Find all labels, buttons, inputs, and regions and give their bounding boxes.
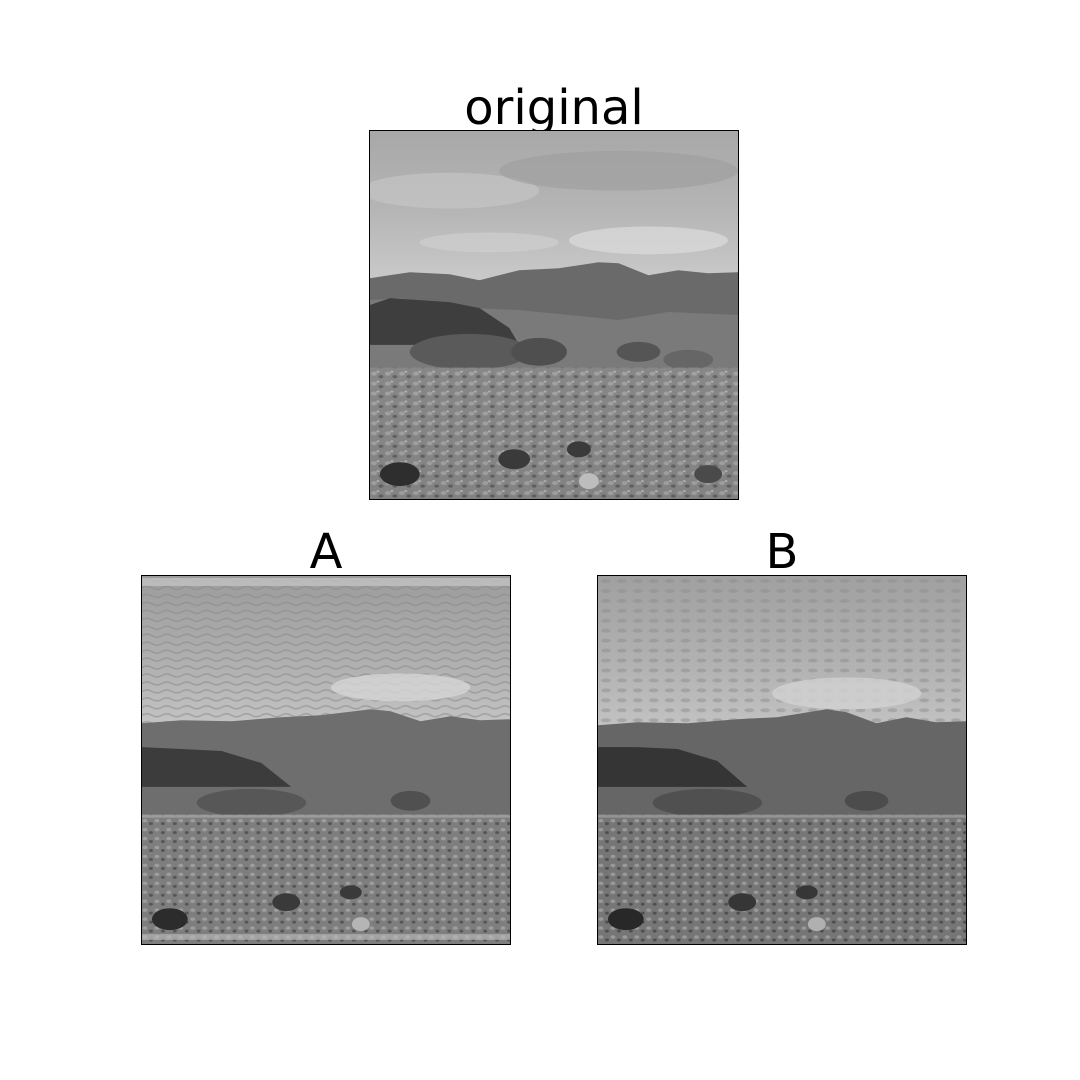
image-original — [369, 130, 739, 500]
image-b — [597, 575, 967, 945]
panel-title-b: B — [765, 524, 799, 580]
panel-title-a: A — [309, 524, 343, 580]
landscape-image-a — [142, 576, 510, 944]
panel-title-original: original — [464, 80, 644, 136]
landscape-image-b — [598, 576, 966, 944]
image-a — [141, 575, 511, 945]
landscape-image-original — [370, 131, 738, 499]
